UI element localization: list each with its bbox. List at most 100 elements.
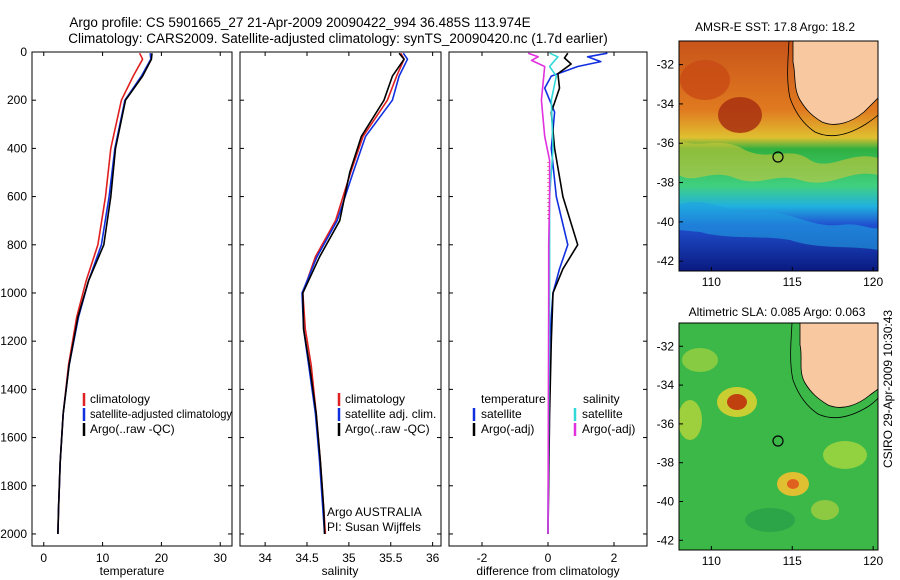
- map-lat-label: -32: [657, 58, 675, 72]
- sla-patch: [811, 500, 839, 520]
- sst-map-frame: [678, 40, 879, 272]
- sla-eddy-core: [787, 479, 799, 489]
- map-lat-label: -40: [657, 215, 675, 229]
- series-line-temperature-argo-adj: [547, 52, 579, 535]
- x-tick-label: 20: [155, 551, 169, 565]
- series-line-climatology: [302, 52, 405, 535]
- difference-axis-label: difference from climatology: [476, 564, 619, 578]
- series-line-temperature-satellite: [543, 52, 608, 535]
- sst-warm-patch: [680, 60, 730, 100]
- sst-map-axes: 110 115 120 -32 -34 -36 -38 -40 -42: [657, 58, 884, 289]
- map-lon-label: 115: [783, 554, 802, 568]
- series-line-salinity-argo-adj: [527, 52, 551, 535]
- map-lon-label: 110: [702, 275, 721, 289]
- map-lon-label: 120: [863, 275, 883, 289]
- legend-label-sal-argo: Argo(-adj): [582, 422, 635, 436]
- x-tick-label: 2: [611, 551, 618, 565]
- creation-stamp: CSIRO 29-Apr-2009 10:30:43: [881, 310, 895, 468]
- salinity-legend: climatology satellite adj. clim. Argo(..…: [327, 392, 436, 534]
- x-tick-label: 0: [545, 551, 552, 565]
- map-lat-label: -38: [657, 176, 675, 190]
- series-line-satellite-adjusted-climatology: [57, 53, 152, 535]
- difference-legend: temperature salinity satellite Argo(-adj…: [472, 392, 635, 436]
- figure-title-line1: Argo profile: CS 5901665_27 21-Apr-2009 …: [69, 15, 530, 30]
- depth-tick-label: 1800: [0, 479, 27, 493]
- x-tick-label: 35: [342, 551, 356, 565]
- map-lat-label: -36: [657, 136, 675, 150]
- temperature-legend: climatology satellite-adjusted climatolo…: [82, 392, 232, 436]
- depth-tick-label: 400: [7, 141, 27, 155]
- depth-axis: 0 200 400 600 800 1000 1200 1400 1600 1800 2000: [0, 45, 647, 541]
- x-tick-label: 34: [258, 551, 272, 565]
- series-line-argo-raw-qc: [302, 52, 405, 535]
- depth-tick-label: 0: [20, 45, 27, 59]
- sst-map: [679, 41, 878, 271]
- temperature-plot: 0 10 20 30: [40, 52, 227, 565]
- map-lat-label: -32: [657, 339, 675, 353]
- difference-plot: -2 0 2: [477, 52, 618, 565]
- x-tick-label: -2: [477, 551, 488, 565]
- salinity-plot-frame: [239, 51, 442, 547]
- sla-patch: [682, 348, 718, 372]
- series-line-argo-raw-qc: [57, 53, 153, 535]
- legend-label-sal-satellite: satellite: [582, 407, 623, 421]
- australia-land: [792, 41, 878, 125]
- shelf-contour: [790, 323, 878, 419]
- sla-map-axes: 110 115 120 -32 -34 -36 -38 -40 -42: [657, 339, 884, 568]
- depth-tick-label: 200: [7, 93, 27, 107]
- x-tick-label: 34.5: [295, 551, 319, 565]
- temperature-axis-label: temperature: [100, 564, 165, 578]
- depth-tick-label: 2000: [0, 527, 27, 541]
- temperature-plot-frame: [31, 51, 233, 547]
- depth-tick-label: 1000: [0, 286, 27, 300]
- legend-label-argo: Argo(..raw -QC): [90, 422, 175, 436]
- institution-label: Argo AUSTRALIA: [327, 505, 422, 519]
- sla-map-frame: [678, 322, 879, 551]
- legend-label-satellite: satellite adj. clim.: [345, 407, 436, 421]
- legend-label-satellite: satellite-adjusted climatology: [90, 407, 232, 421]
- depth-tick-label: 1400: [0, 382, 27, 396]
- argo-location-marker: [772, 435, 784, 447]
- sst-warm-eddy: [718, 97, 762, 133]
- x-tick-label: 0: [40, 551, 47, 565]
- argo-location-marker: [772, 151, 784, 163]
- map-lon-label: 115: [783, 275, 802, 289]
- x-tick-label: 36: [426, 551, 440, 565]
- legend-label-climatology: climatology: [90, 392, 150, 406]
- map-lat-label: -42: [657, 533, 675, 547]
- map-lon-label: 110: [702, 554, 721, 568]
- x-tick-label: 35.5: [379, 551, 403, 565]
- depth-tick-label: 1200: [0, 334, 27, 348]
- sst-map-title: AMSR-E SST: 17.8 Argo: 18.2: [695, 20, 855, 34]
- legend-label-temp-argo: Argo(-adj): [481, 422, 534, 436]
- pi-label: PI: Susan Wijffels: [327, 520, 421, 534]
- depth-tick-label: 600: [7, 190, 27, 204]
- x-tick-label: 30: [214, 551, 228, 565]
- salinity-axis-label: salinity: [322, 564, 359, 578]
- sla-patch: [679, 400, 702, 440]
- australia-land: [799, 323, 878, 408]
- map-lat-label: -40: [657, 494, 675, 508]
- legend-title-temperature: temperature: [481, 392, 546, 406]
- sst-cool-band: [679, 202, 878, 250]
- map-lon-label: 120: [863, 554, 883, 568]
- map-lat-label: -42: [657, 254, 675, 268]
- sla-patch: [823, 441, 867, 469]
- sla-map-title: Altimetric SLA: 0.085 Argo: 0.063: [689, 305, 866, 319]
- series-line-satellite-adj-clim: [301, 52, 409, 535]
- series-line-climatology: [57, 52, 144, 535]
- sla-map: [679, 323, 878, 550]
- legend-label-temp-satellite: satellite: [481, 407, 522, 421]
- shelf-contour: [787, 41, 878, 137]
- sla-eddy-core: [727, 394, 747, 410]
- legend-label-climatology: climatology: [345, 392, 405, 406]
- legend-title-salinity: salinity: [583, 392, 620, 406]
- sla-patch: [745, 508, 795, 532]
- map-lat-label: -34: [657, 97, 675, 111]
- map-lat-label: -36: [657, 417, 675, 431]
- legend-label-argo: Argo(..raw -QC): [345, 422, 430, 436]
- depth-tick-label: 800: [7, 238, 27, 252]
- sst-front: [679, 140, 878, 183]
- salinity-plot: 34 34.5 35 35.5 36: [258, 52, 440, 565]
